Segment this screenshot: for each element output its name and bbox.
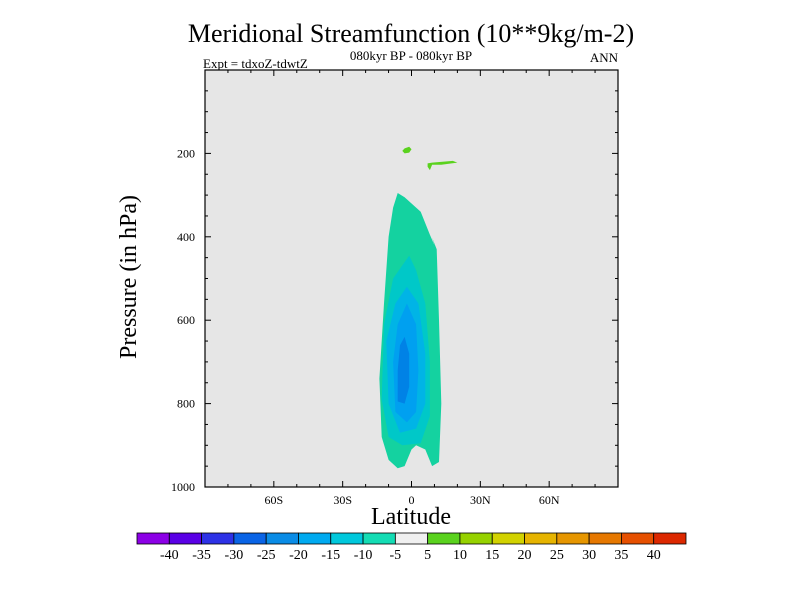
colorbar-label: -30: [225, 548, 244, 563]
colorbar-swatch: [136, 532, 170, 545]
colorbar-swatch: [556, 532, 590, 545]
x-tick-label: 0: [409, 493, 415, 507]
chart-title: Meridional Streamfunction (10**9kg/m-2): [188, 19, 634, 48]
colorbar-label: 25: [550, 548, 564, 563]
colorbar-swatch: [265, 532, 299, 545]
colorbar-label: -35: [192, 548, 211, 563]
colorbar-swatch: [233, 532, 267, 545]
colorbar-swatch: [524, 532, 558, 545]
colorbar-swatch: [168, 532, 202, 545]
colorbar-swatch: [362, 532, 396, 545]
y-tick-label: 400: [177, 230, 195, 244]
colorbar-label: 15: [485, 548, 499, 563]
season-label: ANN: [590, 50, 619, 65]
y-tick-label: 1000: [171, 480, 195, 494]
colorbar-label: -10: [354, 548, 373, 563]
period-label: 080kyr BP - 080kyr BP: [350, 48, 472, 63]
experiment-label: Expt = tdxoZ-tdwtZ: [203, 56, 308, 71]
x-tick-label: 60N: [539, 493, 560, 507]
colorbar-label: -40: [160, 548, 179, 563]
colorbar-label: 35: [614, 548, 628, 563]
colorbar-swatch: [330, 532, 364, 545]
x-tick-label: 30S: [333, 493, 352, 507]
colorbar-label: 20: [518, 548, 532, 563]
colorbar-label: -20: [289, 548, 308, 563]
x-tick-label: 60S: [264, 493, 283, 507]
colorbar-label: 5: [424, 548, 431, 563]
axis-ticks: 60S 30S 0 30N 60N 200 400 600 800 1000: [171, 69, 619, 507]
contour-region-upper-positive-blob-a: [402, 146, 412, 154]
x-tick-label: 30N: [470, 493, 491, 507]
colorbar-label: -5: [390, 548, 402, 563]
colorbar-swatch: [621, 532, 655, 545]
y-tick-label: 800: [177, 397, 195, 411]
colorbar-swatch: [394, 532, 429, 545]
colorbar: -40 -35 -30 -25 -20 -15 -10 -5 5 10 15 20 25 30 35 40: [136, 532, 687, 563]
plot-area: 60S 30S 0 30N 60N 200 400 600 800 1000: [171, 69, 619, 507]
y-axis-label: Pressure (in hPa): [116, 195, 142, 359]
colorbar-swatch: [201, 532, 235, 545]
colorbar-swatch: [491, 532, 525, 545]
colorbar-swatch: [588, 532, 622, 545]
colorbar-swatch: [653, 532, 687, 545]
contour-fill-group: [379, 146, 458, 469]
y-tick-label: 600: [177, 313, 195, 327]
contour-region-upper-positive-blob-b: [427, 160, 458, 171]
colorbar-label: -15: [321, 548, 340, 563]
y-tick-label: 200: [177, 146, 195, 160]
colorbar-label: 30: [582, 548, 596, 563]
contour-region-cell-core: [397, 336, 410, 404]
colorbar-swatch: [427, 532, 461, 545]
colorbar-label: -25: [257, 548, 276, 563]
colorbar-swatch: [298, 532, 332, 545]
colorbar-swatch: [459, 532, 493, 545]
colorbar-label: 40: [647, 548, 661, 563]
x-axis-label: Latitude: [371, 504, 451, 530]
colorbar-label: 10: [453, 548, 467, 563]
